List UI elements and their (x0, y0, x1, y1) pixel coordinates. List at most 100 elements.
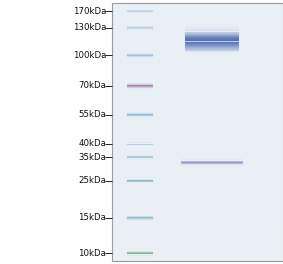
Bar (185, 43, 239, 47)
Bar (127, 179, 153, 180)
Bar (127, 116, 153, 117)
Bar (185, 34, 239, 35)
Bar (127, 85, 153, 86)
Bar (112, 128, 283, 132)
Bar (185, 35, 239, 39)
Bar (185, 37, 239, 42)
Bar (185, 33, 239, 34)
Bar (112, 252, 283, 257)
Text: 10kDa: 10kDa (78, 249, 106, 258)
Bar (127, 28, 153, 29)
Bar (112, 81, 283, 85)
Bar (127, 56, 153, 57)
Bar (112, 222, 283, 227)
Bar (181, 160, 243, 161)
Bar (112, 192, 283, 196)
Bar (127, 11, 153, 12)
Bar (112, 196, 283, 201)
Bar (127, 83, 153, 84)
Bar (112, 33, 283, 37)
Bar (127, 117, 153, 118)
Bar (112, 98, 283, 102)
Bar (112, 166, 283, 171)
Bar (112, 179, 283, 183)
Bar (185, 50, 239, 54)
Bar (185, 40, 239, 44)
Bar (112, 227, 283, 231)
Bar (185, 39, 239, 44)
Bar (127, 155, 153, 156)
Bar (185, 43, 239, 47)
Bar (127, 145, 153, 146)
Bar (185, 44, 239, 48)
Bar (112, 7, 283, 12)
Bar (112, 235, 283, 239)
Bar (112, 257, 283, 261)
Bar (185, 49, 239, 50)
Bar (112, 42, 283, 46)
Bar (112, 59, 283, 63)
Bar (185, 48, 239, 52)
Bar (127, 144, 153, 145)
Bar (185, 46, 239, 50)
Bar (185, 41, 239, 46)
Bar (181, 159, 243, 160)
Bar (112, 218, 283, 222)
Bar (127, 217, 153, 218)
Bar (185, 35, 239, 36)
Bar (112, 214, 283, 218)
Bar (185, 39, 239, 40)
Bar (127, 113, 153, 114)
Bar (112, 162, 283, 166)
Bar (112, 119, 283, 123)
Bar (185, 25, 239, 26)
Bar (185, 48, 239, 49)
Bar (185, 50, 239, 54)
Bar (185, 47, 239, 48)
Bar (112, 115, 283, 119)
Bar (112, 76, 283, 81)
Bar (185, 30, 239, 31)
Bar (185, 41, 239, 45)
Bar (185, 40, 239, 45)
Bar (185, 37, 239, 41)
Bar (185, 24, 239, 25)
Bar (112, 106, 283, 111)
Text: 25kDa: 25kDa (78, 176, 106, 185)
Text: 35kDa: 35kDa (78, 153, 106, 162)
Bar (127, 26, 153, 27)
Bar (185, 41, 239, 43)
Bar (185, 37, 239, 38)
Bar (185, 38, 239, 39)
Bar (127, 220, 153, 221)
Bar (185, 23, 239, 24)
Bar (127, 156, 153, 157)
Bar (127, 158, 153, 159)
Bar (112, 132, 283, 136)
Bar (112, 20, 283, 25)
Bar (181, 164, 243, 165)
Bar (185, 45, 239, 46)
Bar (112, 145, 283, 149)
Bar (185, 44, 239, 45)
Bar (127, 10, 153, 11)
Bar (185, 27, 239, 28)
Bar (127, 254, 153, 255)
Bar (127, 54, 153, 55)
Bar (185, 36, 239, 37)
Bar (127, 115, 153, 116)
Bar (112, 153, 283, 158)
Bar (112, 171, 283, 175)
Bar (112, 46, 283, 50)
Bar (127, 55, 153, 56)
Bar (185, 49, 239, 53)
Bar (112, 136, 283, 141)
Bar (181, 158, 243, 159)
Bar (127, 251, 153, 252)
Bar (127, 216, 153, 217)
Bar (112, 239, 283, 244)
Bar (112, 149, 283, 153)
Bar (181, 163, 243, 164)
Bar (185, 46, 239, 50)
Bar (112, 89, 283, 93)
